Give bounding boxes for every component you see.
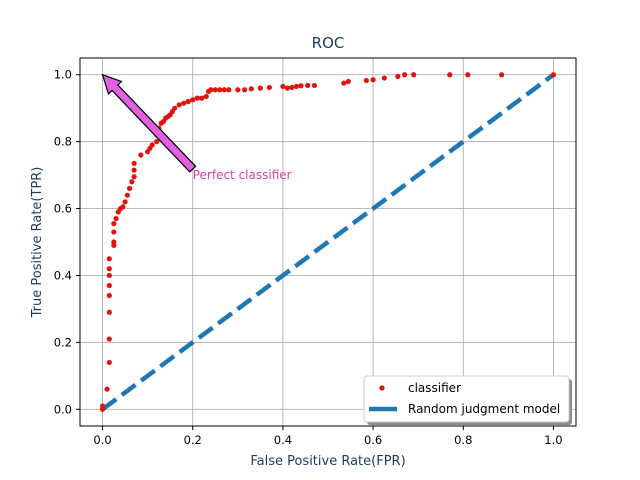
classifier-point	[106, 272, 112, 279]
classifier-point	[106, 292, 112, 299]
legend-label-classifier: classifier	[408, 381, 461, 395]
y-tick-label: 0.6	[54, 202, 72, 216]
plot-frame	[79, 57, 577, 427]
classifier-point	[106, 282, 112, 289]
classifier-point	[138, 152, 144, 158]
classifier-point	[111, 221, 117, 227]
classifier-point	[208, 87, 214, 93]
y-tick-label: 0.0	[54, 402, 72, 416]
classifier-point	[235, 87, 241, 93]
classifier-point	[106, 266, 112, 272]
x-tick-label: 0.4	[274, 433, 292, 447]
classifier-point	[345, 78, 351, 85]
classifier-point	[395, 73, 401, 79]
classifier-point	[127, 185, 133, 192]
classifier-point	[221, 87, 227, 93]
annotation-text: Perfect classifier	[193, 168, 292, 182]
legend-marker-classifier	[379, 385, 385, 391]
classifier-point	[447, 72, 453, 78]
classifier-point	[280, 83, 286, 90]
y-tick-label: 0.8	[54, 135, 72, 149]
classifier-point	[111, 229, 117, 235]
classifier-point	[149, 142, 155, 148]
annotation-layer: Perfect classifier	[101, 73, 292, 182]
classifier-point	[298, 83, 304, 89]
classifier-point	[311, 82, 318, 89]
legend-box	[363, 375, 570, 423]
classifier-point	[131, 160, 137, 166]
classifier-point	[172, 105, 178, 111]
classifier-point	[120, 204, 126, 210]
x-tick-label: 1.0	[544, 433, 562, 447]
classifier-point	[154, 139, 160, 145]
random-model-line	[101, 72, 555, 412]
x-tick-label: 0.2	[184, 433, 202, 447]
classifier-point	[266, 84, 272, 91]
classifier-point	[305, 82, 311, 89]
classifier-point	[113, 215, 119, 222]
classifier-point	[131, 167, 137, 173]
classifier-point	[99, 403, 106, 409]
classifier-point	[203, 93, 209, 100]
classifier-point	[341, 80, 347, 86]
classifier-point	[363, 77, 369, 84]
classifier-point	[181, 100, 187, 106]
x-tick-label: 0.0	[93, 433, 111, 447]
legend: classifier Random judgment model	[363, 375, 572, 425]
x-axis-title: False Positive Rate(FPR)	[250, 454, 405, 469]
classifier-point	[550, 72, 557, 78]
annotation-arrow	[101, 73, 197, 173]
classifier-point	[284, 85, 291, 91]
classifier-point	[176, 102, 182, 108]
random-model-line-layer	[101, 72, 555, 412]
classifier-point	[248, 86, 254, 92]
x-tick-label: 0.6	[364, 433, 382, 447]
classifier-point	[499, 72, 505, 78]
classifier-point	[106, 256, 112, 262]
classifier-point	[199, 95, 205, 101]
classifier-point	[111, 239, 117, 245]
classifier-point	[370, 77, 376, 83]
classifier-point	[106, 359, 112, 366]
classifier-point	[190, 97, 196, 103]
classifier-point	[185, 98, 191, 105]
y-tick-label: 0.4	[54, 268, 72, 282]
y-tick-label: 0.2	[54, 335, 72, 349]
classifier-point	[212, 87, 218, 93]
classifier-point	[122, 199, 128, 205]
classifier-point	[241, 87, 248, 93]
classifier-point	[402, 72, 408, 78]
classifier-point	[106, 309, 112, 315]
classifier-points-layer	[99, 72, 557, 412]
classifier-point	[124, 192, 130, 198]
classifier-point	[381, 75, 387, 81]
classifier-point	[465, 72, 471, 78]
classifier-point	[194, 95, 200, 101]
classifier-point	[293, 83, 300, 90]
classifier-point	[131, 174, 137, 180]
y-tick-label: 1.0	[54, 68, 72, 82]
chart-title: ROC	[312, 34, 345, 52]
classifier-point	[289, 84, 295, 91]
x-tick-label: 0.8	[454, 433, 472, 447]
classifier-point	[257, 85, 263, 91]
classifier-point	[129, 179, 135, 185]
classifier-point	[217, 87, 223, 93]
legend-label-random: Random judgment model	[408, 402, 560, 416]
classifier-point	[106, 336, 112, 342]
classifier-point	[104, 386, 110, 392]
y-axis-title: True Positive Rate(TPR)	[30, 167, 45, 319]
classifier-point	[226, 87, 232, 93]
axis-ticks: 0.0 0.2 0.4 0.6 0.8 1.0 0.0 0.2 0.4 0.6 0.8 1.0	[54, 68, 563, 447]
classifier-point	[411, 72, 417, 78]
